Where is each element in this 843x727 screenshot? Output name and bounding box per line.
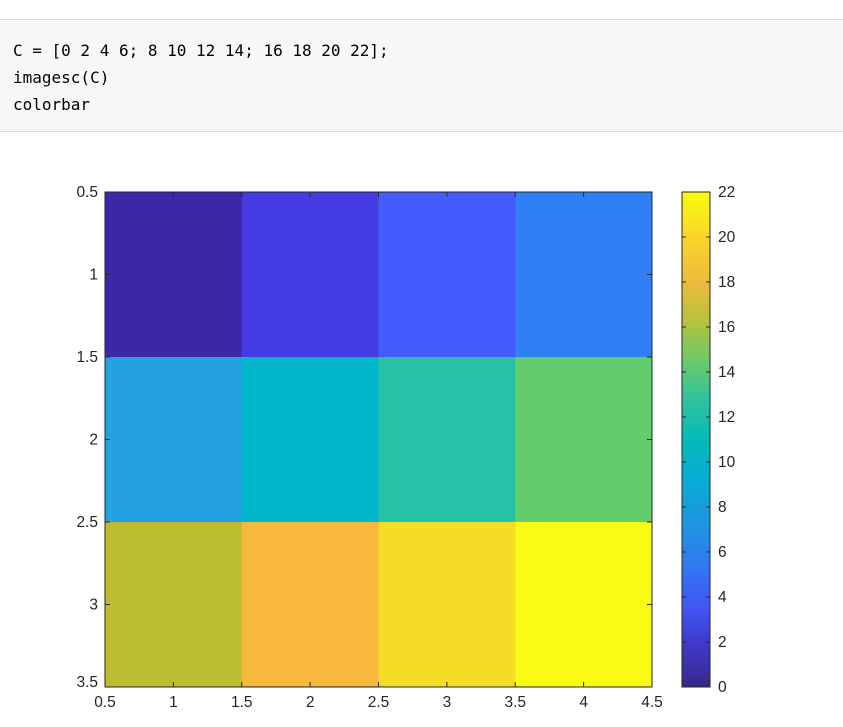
colorbar-tick-label: 12 bbox=[718, 409, 735, 426]
colorbar-fill bbox=[682, 192, 710, 687]
heatmap-cell bbox=[378, 192, 516, 358]
y-tick-label: 2 bbox=[89, 432, 98, 449]
heatmap-cell bbox=[515, 357, 653, 523]
x-tick-label: 3 bbox=[443, 694, 452, 711]
top-divider bbox=[0, 19, 843, 20]
heatmap-cell bbox=[378, 522, 516, 688]
colorbar-tick-label: 22 bbox=[718, 184, 735, 201]
y-tick-label: 1 bbox=[89, 267, 98, 284]
colorbar-frame bbox=[681, 191, 711, 688]
heatmap-cell bbox=[241, 522, 379, 688]
heatmap-cell bbox=[105, 522, 243, 688]
x-tick-label: 0.5 bbox=[94, 694, 116, 711]
heatmap-cell bbox=[105, 192, 243, 358]
x-tick-label: 2.5 bbox=[368, 694, 390, 711]
heatmap-cell bbox=[515, 192, 653, 358]
heatmap-cell bbox=[241, 357, 379, 523]
colorbar-tick-label: 8 bbox=[718, 499, 727, 516]
code-line: imagesc(C) bbox=[13, 68, 110, 87]
heatmap-cell bbox=[515, 522, 653, 688]
y-tick-label: 0.5 bbox=[76, 184, 98, 201]
colorbar-tick-label: 6 bbox=[718, 544, 727, 561]
x-tick-label: 3.5 bbox=[504, 694, 526, 711]
figure: 0.5 1 1.5 2 2.5 3 3.5 4 4.5 0.5 1 1.5 2 2.5 3 3.5 0 2 4 6 8 1… bbox=[0, 132, 843, 727]
y-tick-label: 3 bbox=[89, 597, 98, 614]
y-tick-label: 3.5 bbox=[76, 674, 98, 691]
x-tick-label: 4.5 bbox=[641, 694, 663, 711]
colorbar-tick-label: 16 bbox=[718, 319, 735, 336]
y-tick-label: 2.5 bbox=[76, 514, 98, 531]
colorbar-tick-label: 2 bbox=[718, 634, 727, 651]
colorbar-tick-label: 10 bbox=[718, 454, 736, 471]
x-tick-label: 1.5 bbox=[231, 694, 253, 711]
x-tick-label: 4 bbox=[579, 694, 588, 711]
colorbar-tick-label: 18 bbox=[718, 274, 735, 291]
colorbar-tick-label: 20 bbox=[718, 229, 736, 246]
heatmap-figure: 0.5 1 1.5 2 2.5 3 3.5 4 4.5 0.5 1 1.5 2 2.5 3 3.5 0 2 4 6 8 1… bbox=[76, 184, 736, 711]
y-tick-label: 1.5 bbox=[76, 349, 98, 366]
colorbar-tick-label: 0 bbox=[718, 679, 727, 696]
x-tick-label: 1 bbox=[169, 694, 178, 711]
heatmap-cell bbox=[378, 357, 516, 523]
colorbar-tick-label: 14 bbox=[718, 364, 736, 381]
x-tick-label: 2 bbox=[306, 694, 315, 711]
code-line: C = [0 2 4 6; 8 10 12 14; 16 18 20 22]; bbox=[13, 41, 389, 60]
colorbar-tick-label: 4 bbox=[718, 589, 727, 606]
code-block: C = [0 2 4 6; 8 10 12 14; 16 18 20 22]; … bbox=[0, 20, 843, 132]
code-line: colorbar bbox=[13, 95, 91, 114]
heatmap-cell bbox=[241, 192, 379, 358]
heatmap-cell bbox=[105, 357, 243, 523]
